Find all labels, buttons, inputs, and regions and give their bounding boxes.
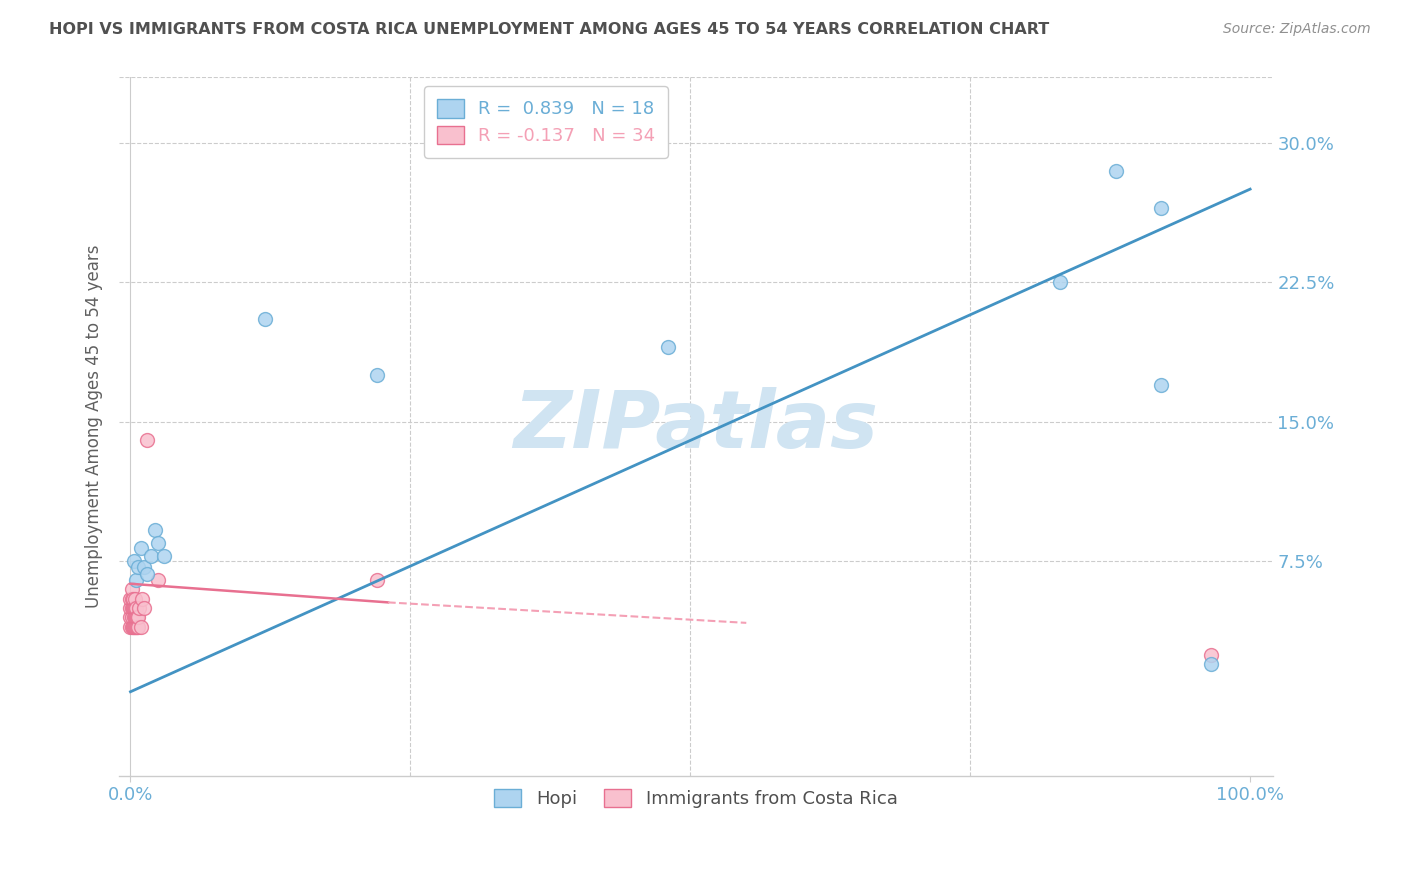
Point [127,619,149,633]
Point [148,573,170,587]
Point [1105,163,1128,178]
Point [121,610,143,624]
Point [657,340,679,354]
Point [124,591,146,606]
Point [124,619,146,633]
Point [148,536,170,550]
Point [120,591,142,606]
Point [366,368,388,383]
Point [131,591,153,606]
Point [121,619,143,633]
Point [366,573,388,587]
Point [129,541,152,556]
Point [122,619,145,633]
Point [129,619,152,633]
Point [1199,657,1222,671]
Point [127,610,149,624]
Point [124,610,146,624]
Point [1199,648,1222,662]
Point [136,567,159,582]
Point [121,591,143,606]
Point [127,560,149,574]
Point [121,591,143,606]
Point [127,619,149,633]
Point [121,601,143,615]
Point [121,582,143,597]
Point [125,573,148,587]
Point [125,619,148,633]
Point [122,601,145,615]
Text: Source: ZipAtlas.com: Source: ZipAtlas.com [1223,22,1371,37]
Point [122,610,145,624]
Point [1149,201,1171,215]
Point [121,619,143,633]
Point [139,549,162,563]
Point [132,560,155,574]
Text: ZIPatlas: ZIPatlas [513,387,879,466]
Point [125,610,148,624]
Point [128,601,150,615]
Legend: Hopi, Immigrants from Costa Rica: Hopi, Immigrants from Costa Rica [486,781,904,815]
Point [127,610,149,624]
Point [121,601,143,615]
Point [120,619,142,633]
Point [1149,377,1171,392]
Point [253,312,276,326]
Point [136,434,159,448]
Point [132,601,155,615]
Point [143,523,166,537]
Point [1049,275,1071,289]
Point [120,601,142,615]
Point [122,554,145,568]
Point [153,549,176,563]
Point [124,601,146,615]
Y-axis label: Unemployment Among Ages 45 to 54 years: Unemployment Among Ages 45 to 54 years [86,244,103,608]
Point [125,601,148,615]
Text: HOPI VS IMMIGRANTS FROM COSTA RICA UNEMPLOYMENT AMONG AGES 45 TO 54 YEARS CORREL: HOPI VS IMMIGRANTS FROM COSTA RICA UNEMP… [49,22,1049,37]
Point [120,610,142,624]
